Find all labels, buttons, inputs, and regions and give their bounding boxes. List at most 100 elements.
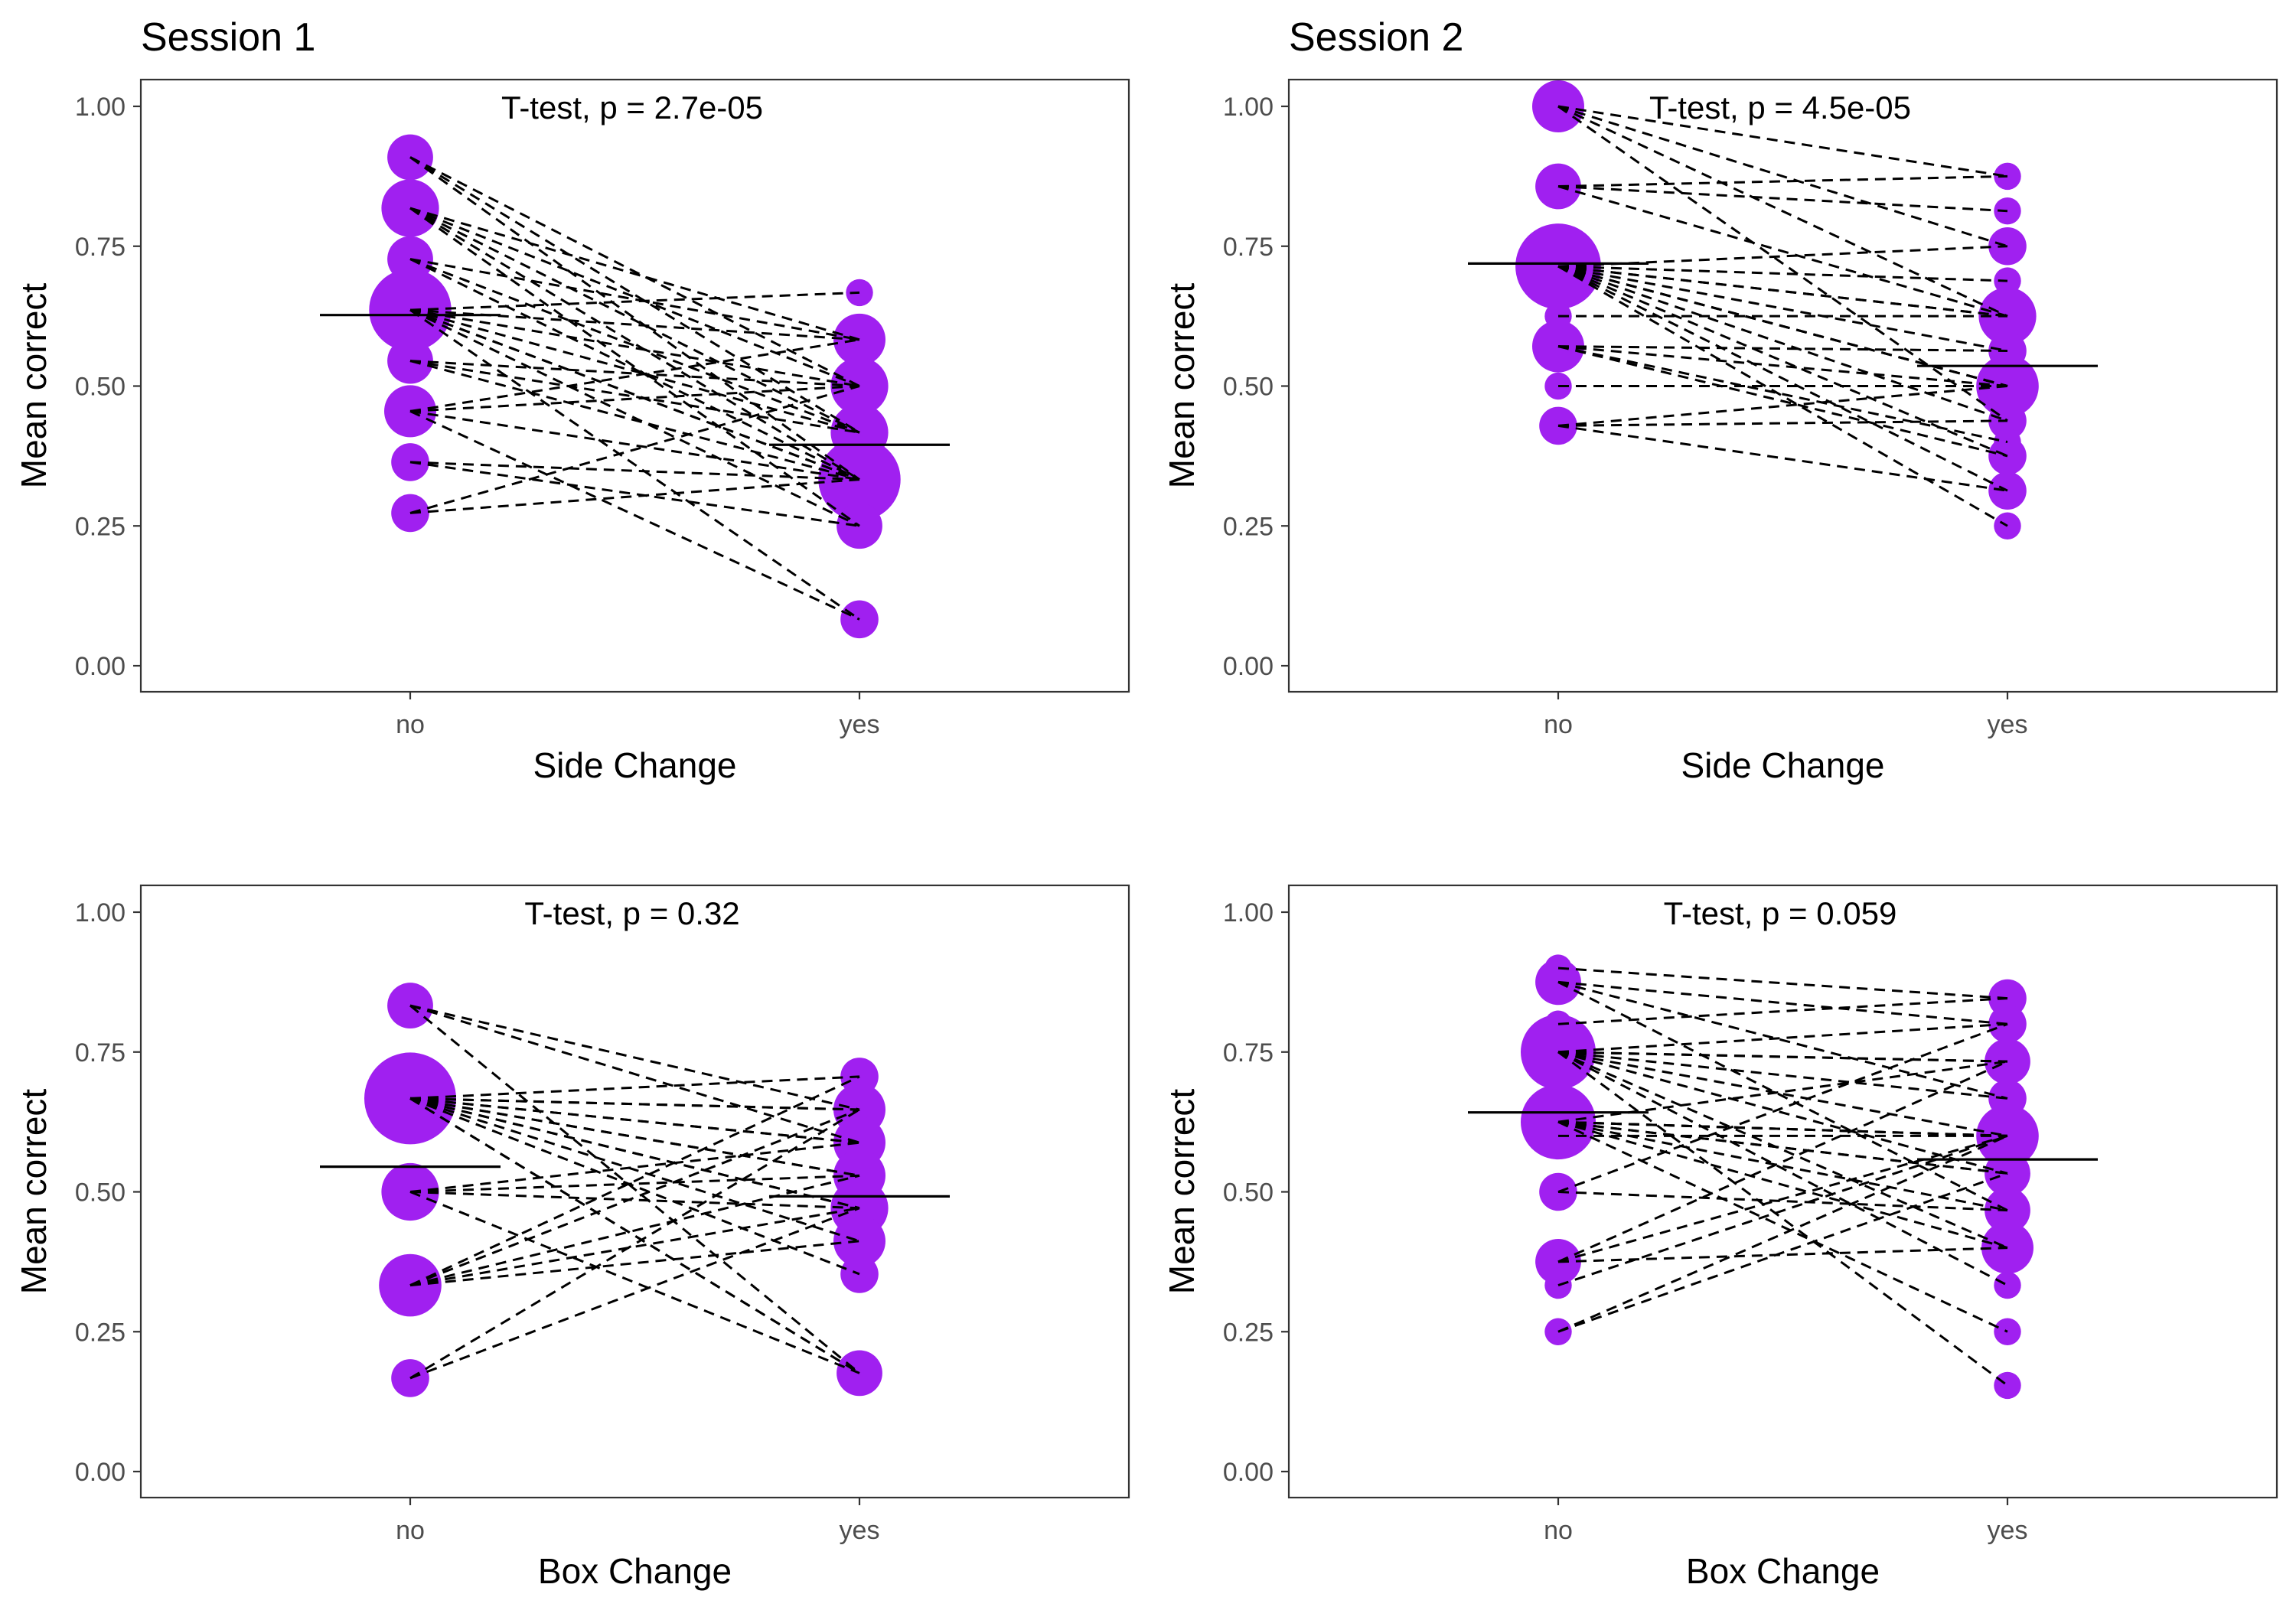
chart-1-pair-line [409,308,860,621]
chart-4-pair-line [1557,1051,2008,1063]
chart-4-point-yes [1994,1271,2021,1299]
chart-1-ytick-label: 1.00 [75,93,126,122]
chart-4-pair-line [1557,1120,2008,1137]
chart-2-point-yes [1994,162,2021,191]
chart-4-pair-line [1557,1172,2008,1333]
chart-2-pair-line [1557,345,2008,352]
chart-1-pair-line [409,360,860,434]
panel-session2-side-change: 0.00 0.25 0.50 0.75 1.00 no yes Side Change Mean… [1162,78,2278,785]
chart-1-pair-line [409,258,860,434]
chart-4-pair-line [1557,1051,2008,1286]
chart-4-pair-line [1557,1120,2008,1175]
session-2-title: Session 2 [1289,15,1463,60]
chart-4-y-axis-title: Mean correct [1162,1089,1202,1295]
chart-2-y-axis-title: Mean correct [1162,283,1202,489]
chart-3-pair-line [409,1174,860,1287]
chart-4-point-no [1535,959,1581,1006]
chart-2-ytick-label: 0.00 [1223,652,1274,681]
chart-3-ytick-label: 0.50 [75,1178,126,1208]
chart-2-pair-line [1557,265,2008,458]
chart-1-pair-line [409,207,860,481]
chart-4-point-yes [1994,1318,2021,1345]
chart-4-pair-line [1557,981,2008,1211]
chart-4-xtick-label-yes: yes [1988,1516,2028,1545]
chart-4-point-yes [1985,1187,2030,1234]
chart-2-ytick-label: 0.25 [1223,512,1274,541]
chart-1-pair-line [409,338,860,412]
chart-3-pair-line [409,1097,860,1210]
chart-1-pair-line [409,385,860,412]
chart-2-pair-line [1557,185,2008,213]
chart-4-pair-line [1557,1120,2008,1250]
chart-2-pair-line [1557,265,2008,318]
chart-2-pair-line [1557,265,2008,492]
chart-2-xtick-label-yes: yes [1988,710,2028,739]
chart-1-pair-line [409,410,860,621]
chart-3-ytick-label: 0.75 [75,1038,126,1068]
chart-4-pair-line [1557,997,2008,1025]
chart-1-pair-line [409,308,860,481]
chart-4-pair-line [1557,1051,2008,1249]
chart-1-pair-line [409,207,860,434]
chart-2-pair-line [1557,174,2008,188]
chart-3-pair-line [409,1174,860,1193]
chart-4-ytick-label: 0.50 [1223,1178,1274,1208]
chart-3-pair-line [409,1097,860,1374]
chart-1-pair-line [409,360,860,481]
chart-2-pair-line [1557,185,2008,318]
chart-4-ytick-label: 0.25 [1223,1318,1274,1347]
chart-4-pair-line [1557,1051,2008,1137]
chart-4-pair-line [1557,1022,2008,1054]
chart-2-point-no [1515,223,1601,309]
chart-3-y-axis-title: Mean correct [14,1089,54,1295]
chart-4-xtick-label-no: no [1544,1516,1573,1545]
chart-3-x-axis-title: Box Change [538,1551,732,1591]
chart-3-xtick-label-no: no [396,1516,425,1545]
chart-4-point-yes [1994,1371,2021,1400]
chart-2-plot-frame [1287,78,2278,693]
chart-3-pair-line [409,1108,860,1286]
chart-3-point-yes [840,1255,879,1293]
chart-2-ytick-label: 0.75 [1223,233,1274,262]
chart-2-pair-line [1557,105,2008,248]
chart-2-ytick-label: 1.00 [1223,93,1274,122]
chart-2-x-axis-title: Side Change [1681,745,1885,785]
chart-4-pair-line [1557,1051,2008,1063]
chart-4-pair-line [1557,980,2008,1025]
chart-4-plot-frame [1287,884,2278,1499]
chart-2-pair-line [1557,105,2008,318]
chart-1-pair-line [409,258,860,341]
chart-3-pair-line [409,1097,860,1111]
chart-3-pair-line [409,1207,860,1287]
chart-2-pair-line [1557,265,2008,387]
panel-session1-box-change: 0.00 0.25 0.50 0.75 1.00 no yes Box Change Mean … [14,884,1130,1591]
chart-1-pair-line [409,385,860,514]
chart-2-pair-line [1557,105,2008,422]
chart-1-pair-line [409,156,860,434]
chart-1-ytick-label: 0.75 [75,233,126,262]
chart-1-ytick-label: 0.00 [75,652,126,681]
chart-4-pair-line [1557,1051,2008,1100]
chart-4-test-annotation: T-test, p = 0.059 [1664,895,1897,931]
chart-3-pair-line [409,1097,860,1144]
chart-4-pair-line [1557,966,2008,1000]
chart-2-point-yes [1994,428,2021,456]
chart-4-pair-line [1557,1022,2008,1193]
panel-session2-box-change: 0.00 0.25 0.50 0.75 1.00 no yes Box Change Mean … [1162,884,2278,1591]
chart-3-pair-line [409,1075,860,1100]
chart-1-pair-line [409,360,860,387]
chart-4-pair-line [1557,1134,2008,1263]
chart-2-point-yes [1994,197,2021,225]
chart-4-ytick-label: 0.75 [1223,1038,1274,1068]
chart-2-ytick-label: 0.50 [1223,373,1274,402]
chart-1-pair-line [409,156,860,481]
chart-1-point-yes [846,279,873,307]
chart-3-pair-line [409,1207,860,1380]
chart-1-x-axis-title: Side Change [533,745,737,785]
chart-2-pair-line [1557,345,2008,444]
chart-3-ytick-label: 1.00 [75,898,126,927]
chart-1-pair-line [409,308,860,527]
chart-3-pair-line [409,1191,860,1210]
chart-1-pair-line [409,478,860,514]
